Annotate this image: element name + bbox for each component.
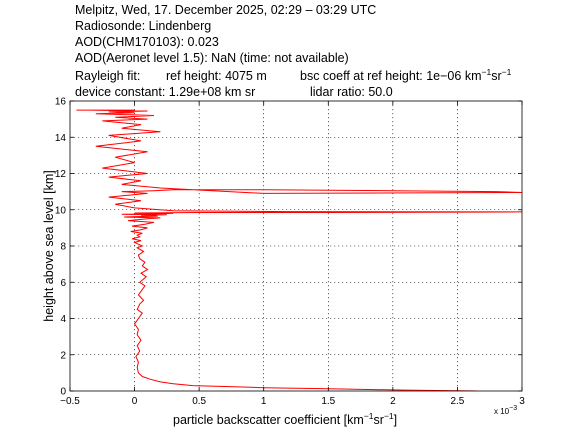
x-axis-label-exp-2: −1 bbox=[384, 411, 394, 421]
x-tick-label: 3 bbox=[519, 396, 525, 407]
y-tick-label: 0 bbox=[60, 387, 66, 398]
y-tick-label: 10 bbox=[55, 205, 67, 216]
y-tick-label: 4 bbox=[60, 314, 66, 325]
bsc-coeff-text: bsc coeff at ref height: 1e−06 km−1sr−1 bbox=[300, 67, 512, 83]
ticks bbox=[69, 100, 523, 392]
y-axis-label: height above sea level [km] bbox=[42, 170, 56, 321]
x-tick-label: 2.5 bbox=[450, 396, 464, 407]
x-axis-label: particle backscatter coefficient [km−1sr… bbox=[173, 411, 397, 427]
header-line-2: Radiosonde: Lindenberg bbox=[75, 19, 211, 33]
header-line-3: AOD(CHM170103): 0.023 bbox=[75, 35, 219, 49]
bsc-unit-exp-1: −1 bbox=[481, 67, 491, 77]
y-tick-label: 16 bbox=[55, 97, 67, 108]
x-tick-label: 0.5 bbox=[192, 396, 206, 407]
y-tick-label: 12 bbox=[55, 169, 67, 180]
lidar-ratio-text: lidar ratio: 50.0 bbox=[310, 85, 393, 99]
data-series bbox=[76, 109, 522, 391]
header-line-4: AOD(Aeronet level 1.5): NaN (time: not a… bbox=[75, 51, 349, 65]
bsc-coeff-prefix: bsc coeff at ref height: 1e−06 km bbox=[300, 69, 481, 83]
y-tick-label: 2 bbox=[60, 350, 66, 361]
backscatter-profile-line bbox=[76, 109, 522, 391]
y-tick-label: 14 bbox=[55, 133, 67, 144]
x-tick-label: 1 bbox=[261, 396, 267, 407]
bsc-unit-mid: sr bbox=[491, 69, 501, 83]
bsc-unit-exp-2: −1 bbox=[502, 67, 512, 77]
x-axis-label-exp-1: −1 bbox=[364, 411, 374, 421]
x-multiplier-exp: −3 bbox=[509, 405, 517, 412]
x-axis-label-end: ] bbox=[394, 413, 397, 427]
x-axis-label-main: particle backscatter coefficient [km bbox=[173, 413, 364, 427]
grid bbox=[70, 101, 522, 391]
header-line-1: Melpitz, Wed, 17. December 2025, 02:29 –… bbox=[75, 3, 376, 17]
device-constant-text: device constant: 1.29e+08 km sr bbox=[75, 85, 255, 99]
x-tick-label: 1.5 bbox=[321, 396, 335, 407]
x-axis-label-mid: sr bbox=[374, 413, 384, 427]
x-multiplier-base: x 10 bbox=[494, 407, 510, 416]
x-tick-label: 0 bbox=[132, 396, 138, 407]
x-tick-label: 2 bbox=[390, 396, 396, 407]
y-tick-label: 8 bbox=[60, 242, 66, 253]
y-tick-label: 6 bbox=[60, 278, 66, 289]
ref-height-text: ref height: 4075 m bbox=[166, 69, 267, 83]
x-tick-label: −0.5 bbox=[60, 396, 80, 407]
x-multiplier: x 10−3 bbox=[494, 405, 517, 416]
rayleigh-fit-label: Rayleigh fit: bbox=[75, 69, 140, 83]
